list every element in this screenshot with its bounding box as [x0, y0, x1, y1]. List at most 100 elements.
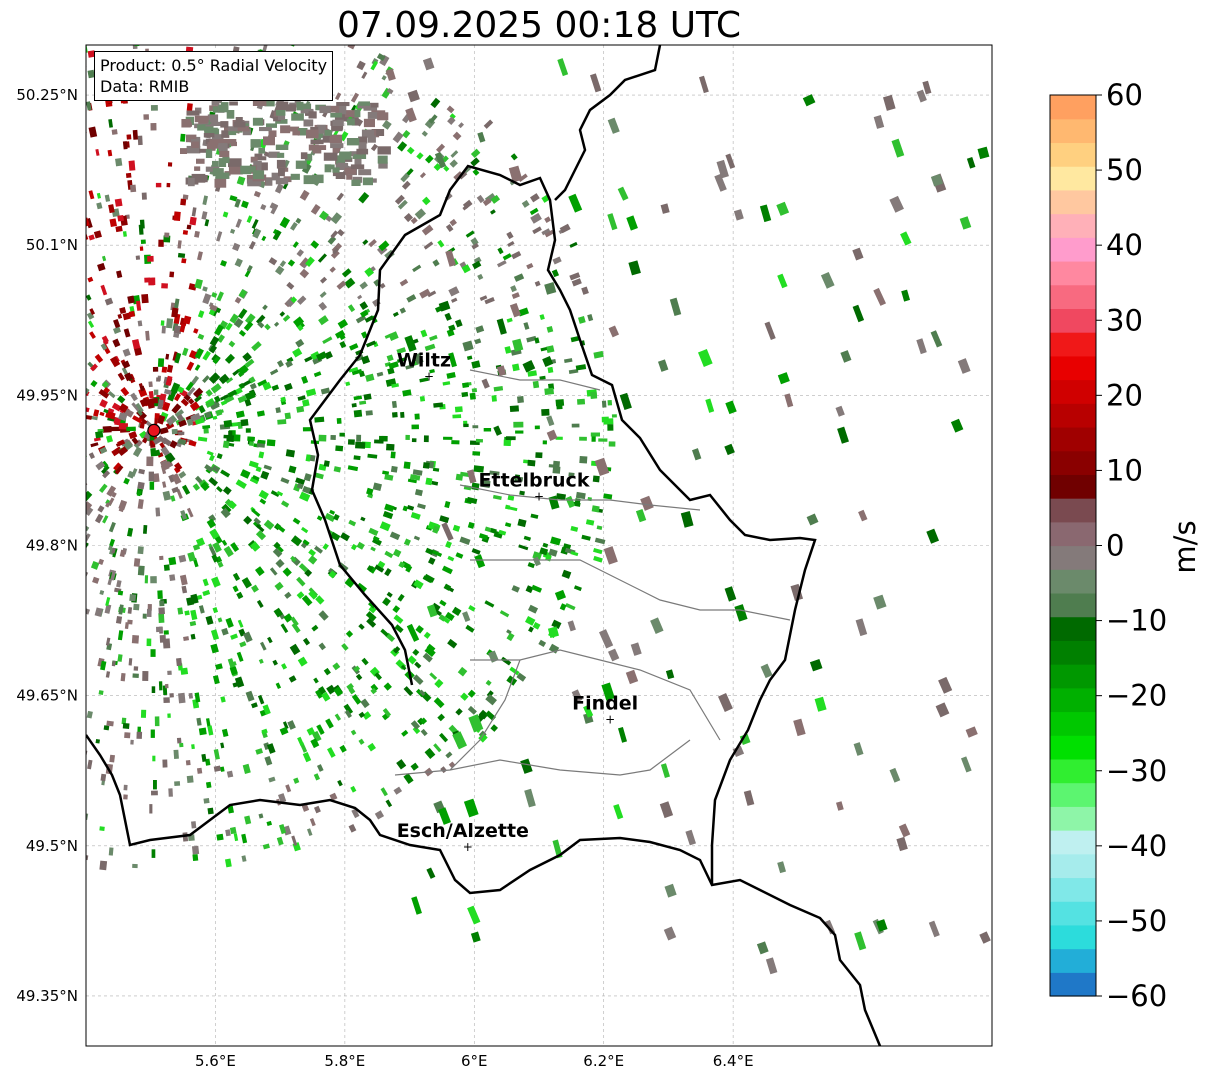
- velocity-bin: [251, 341, 262, 352]
- velocity-bin: [58, 223, 64, 230]
- velocity-bin: [88, 234, 95, 241]
- velocity-bin: [465, 624, 475, 633]
- velocity-bin: [72, 813, 79, 819]
- velocity-bin: [275, 682, 282, 690]
- velocity-bin: [154, 449, 161, 457]
- velocity-bin: [426, 604, 438, 618]
- velocity-bin: [547, 626, 559, 638]
- velocity-bin: [187, 177, 195, 187]
- velocity-bin: [87, 50, 96, 58]
- velocity-bin: [118, 499, 128, 511]
- axis-labels: 49.35°N49.5°N49.65°N49.8°N49.95°N50.1°N5…: [16, 86, 753, 1070]
- velocity-bin: [852, 247, 864, 261]
- velocity-bin: [212, 168, 224, 177]
- velocity-bin: [299, 491, 311, 502]
- velocity-bin: [86, 294, 92, 301]
- velocity-bin: [207, 114, 219, 123]
- border-east-river: [554, 45, 662, 201]
- velocity-bin: [0, 456, 7, 464]
- velocity-bin: [497, 247, 504, 255]
- velocity-bin: [523, 535, 532, 541]
- velocity-bin: [392, 548, 402, 558]
- velocity-bin: [211, 100, 220, 106]
- velocity-bin: [467, 469, 477, 484]
- velocity-bin: [261, 162, 268, 171]
- velocity-bin: [246, 265, 253, 272]
- velocity-bin: [108, 847, 114, 856]
- velocity-bin: [301, 594, 313, 607]
- velocity-bin: [390, 465, 398, 473]
- velocity-bin: [24, 778, 32, 786]
- velocity-bin: [464, 166, 472, 174]
- velocity-bin: [289, 126, 300, 132]
- velocity-bin: [236, 591, 244, 600]
- velocity-bin: [579, 436, 587, 441]
- velocity-bin: [211, 576, 221, 588]
- velocity-bin: [276, 490, 284, 497]
- velocity-bin: [9, 408, 15, 412]
- velocity-bin: [350, 785, 357, 793]
- velocity-bin: [452, 131, 462, 141]
- velocity-bin: [227, 126, 240, 132]
- velocity-field: [0, 45, 991, 975]
- velocity-bin: [532, 226, 542, 235]
- velocity-bin: [561, 569, 572, 579]
- velocity-bin: [201, 753, 207, 762]
- velocity-bin: [186, 145, 201, 154]
- velocity-bin: [297, 395, 306, 401]
- velocity-bin: [358, 169, 372, 176]
- velocity-bin: [451, 606, 462, 616]
- velocity-bin: [777, 372, 790, 385]
- velocity-bin: [271, 384, 280, 391]
- velocity-bin: [272, 229, 282, 241]
- velocity-bin: [366, 487, 374, 496]
- velocity-bin: [117, 590, 124, 596]
- velocity-bin: [34, 283, 40, 290]
- velocity-bin: [471, 360, 481, 369]
- velocity-bin: [222, 211, 229, 218]
- velocity-bin: [142, 613, 147, 619]
- velocity-bin: [400, 411, 405, 418]
- velocity-bin: [350, 92, 360, 103]
- velocity-bin: [568, 472, 575, 477]
- velocity-bin: [121, 717, 127, 725]
- velocity-bin: [191, 821, 197, 829]
- velocity-bin: [308, 111, 317, 119]
- velocity-bin: [70, 371, 78, 379]
- velocity-bin: [251, 218, 259, 229]
- velocity-bin: [454, 319, 463, 328]
- velocity-bin: [305, 454, 311, 462]
- velocity-bin: [41, 638, 46, 644]
- velocity-bin: [313, 805, 321, 814]
- velocity-bin: [268, 257, 278, 266]
- velocity-bin: [119, 549, 126, 558]
- velocity-bin: [174, 393, 182, 402]
- velocity-bin: [42, 273, 51, 283]
- velocity-bin: [186, 507, 194, 518]
- velocity-bin: [626, 215, 638, 231]
- velocity-bin: [139, 421, 145, 429]
- velocity-bin: [275, 119, 288, 124]
- velocity-bin: [255, 748, 264, 755]
- velocity-bin: [296, 101, 304, 111]
- velocity-bin: [262, 704, 271, 715]
- velocity-bin: [517, 395, 524, 404]
- velocity-bin: [510, 285, 517, 293]
- velocity-bin: [149, 804, 153, 814]
- velocity-bin: [279, 216, 291, 229]
- velocity-bin: [221, 130, 230, 138]
- velocity-bin: [71, 408, 80, 416]
- velocity-bin: [306, 828, 313, 837]
- velocity-bin: [977, 146, 990, 160]
- velocity-bin: [538, 639, 547, 647]
- velocity-bin: [105, 435, 113, 443]
- velocity-bin: [113, 462, 121, 471]
- velocity-bin: [404, 335, 417, 352]
- velocity-bin: [295, 217, 302, 224]
- velocity-bin: [539, 375, 546, 380]
- velocity-bin: [432, 550, 443, 557]
- velocity-bin: [185, 134, 197, 143]
- velocity-bin: [326, 684, 336, 695]
- velocity-bin: [384, 473, 394, 481]
- velocity-bin: [176, 737, 182, 744]
